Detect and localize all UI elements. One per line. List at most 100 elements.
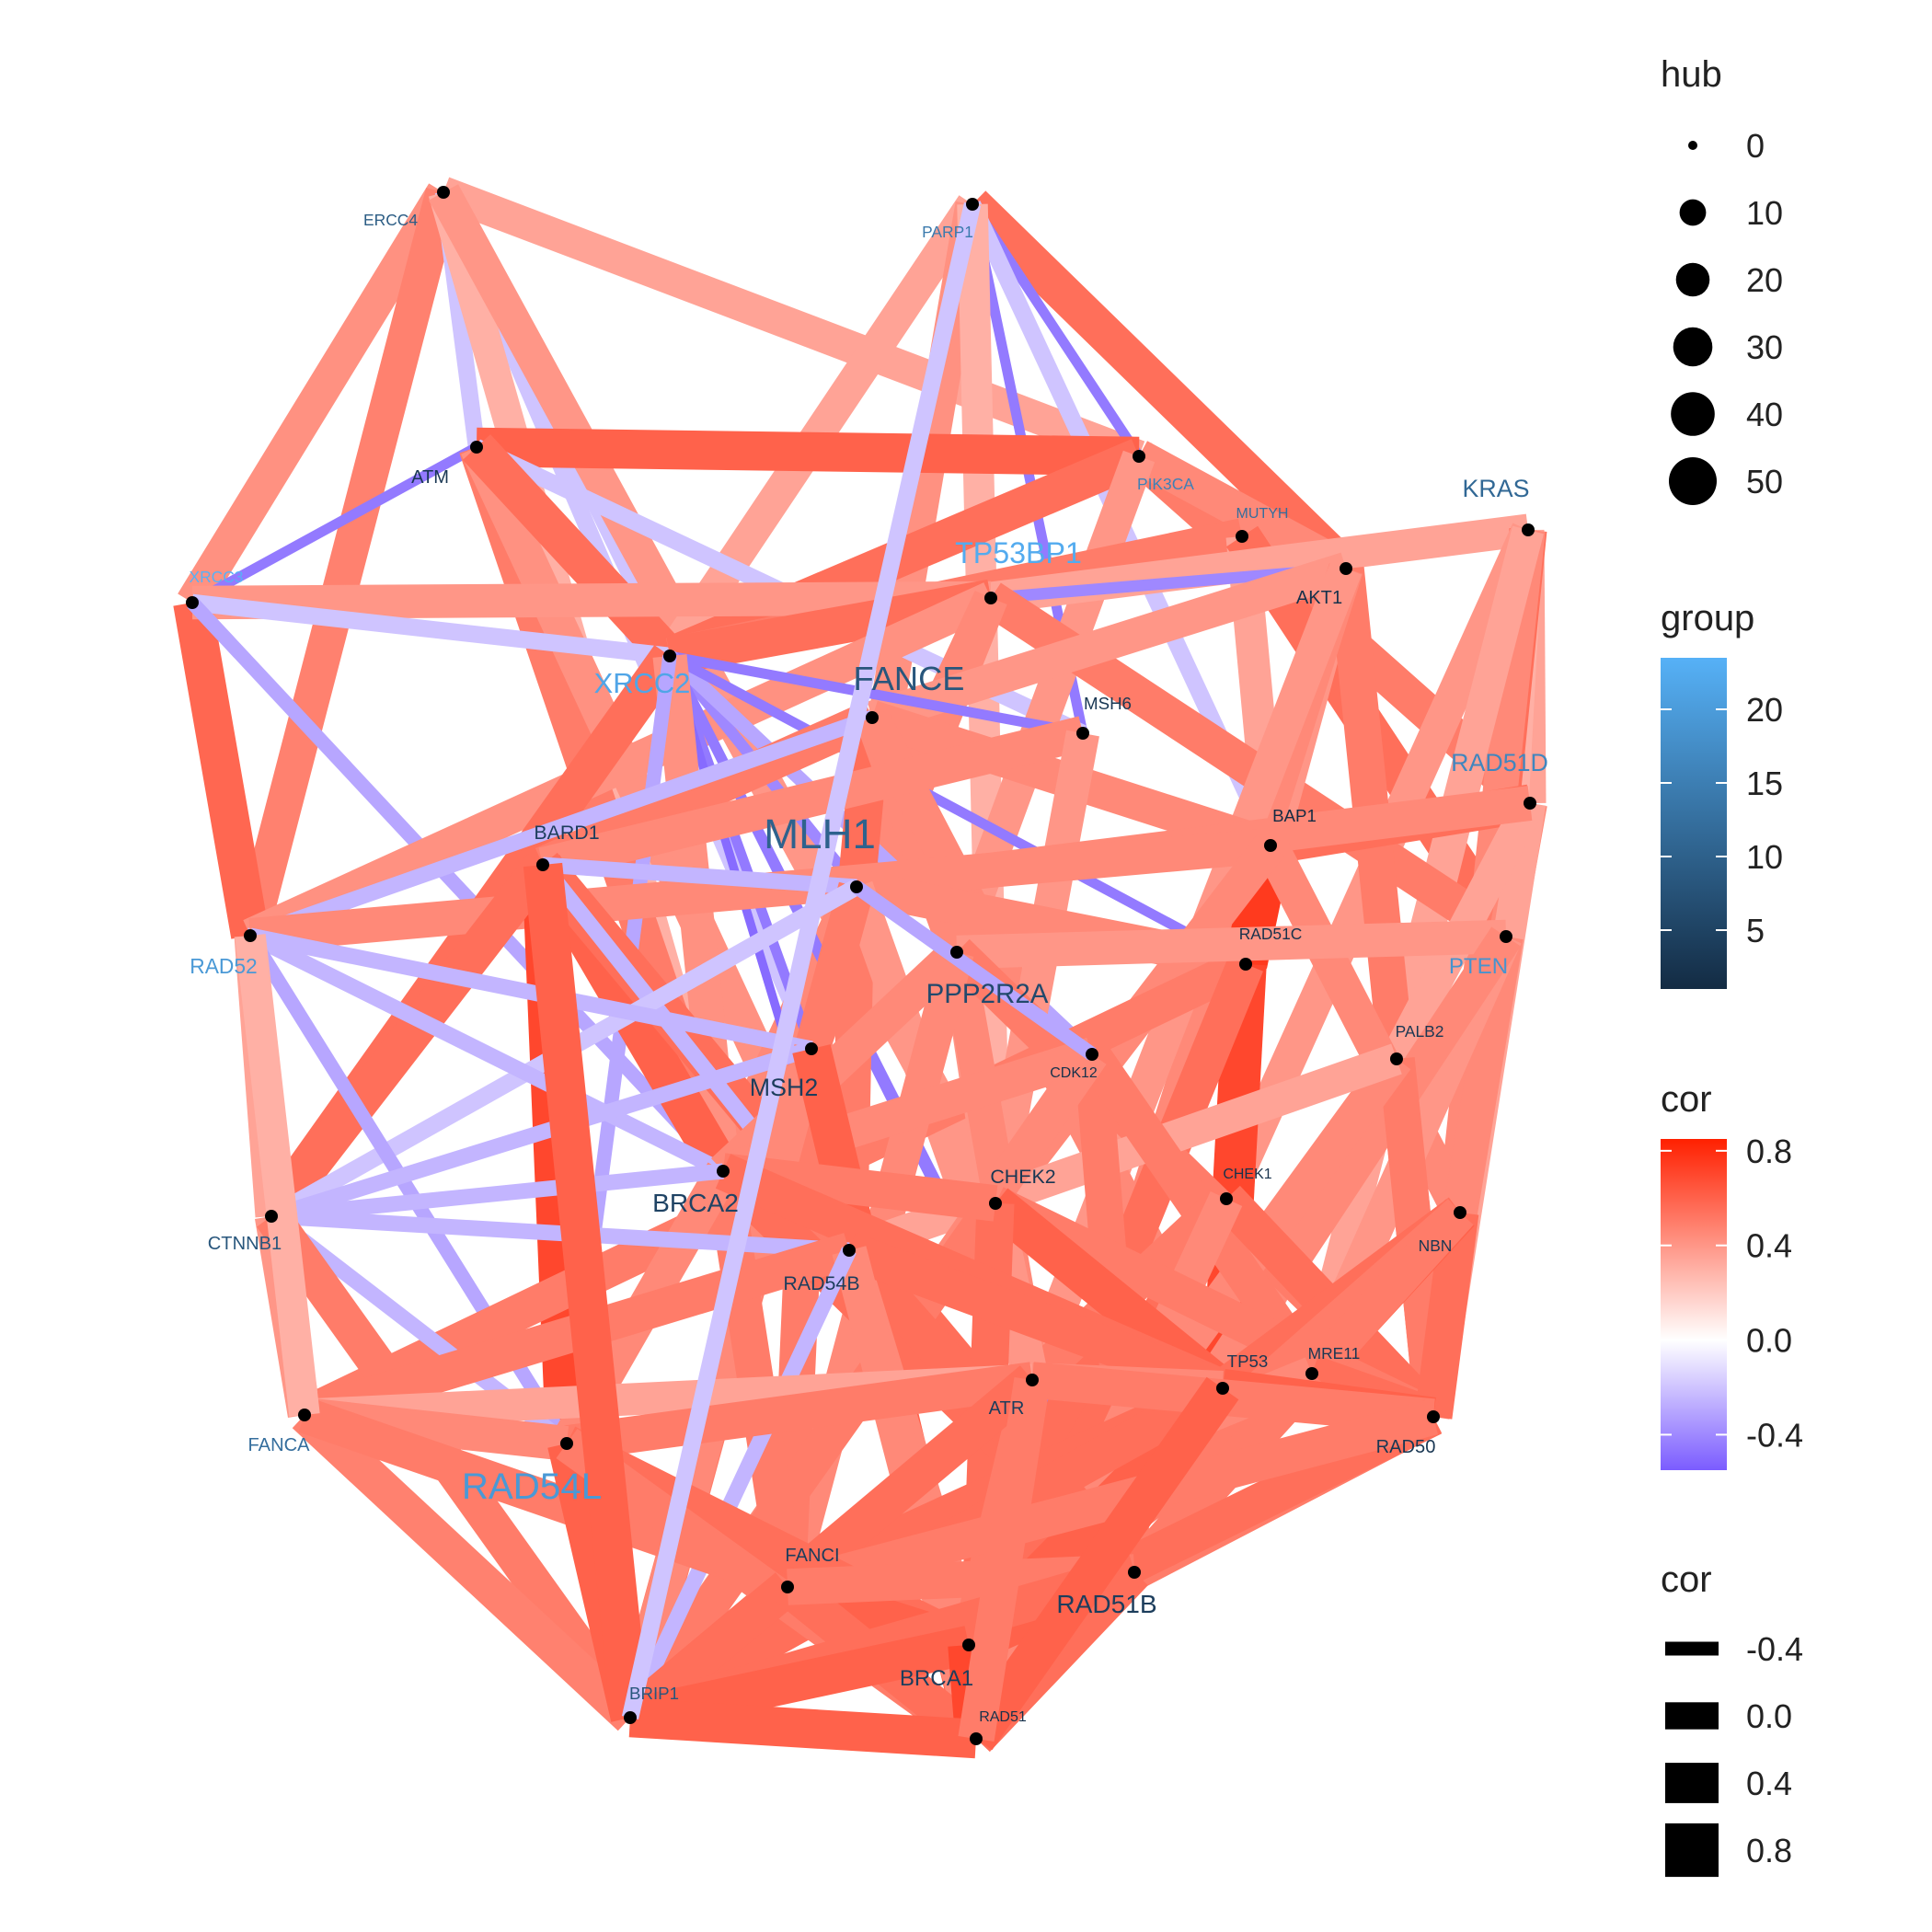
- legend-cor-width-value: 0.4: [1746, 1765, 1792, 1802]
- node-label-ppp2r2a: PPP2R2A: [926, 979, 1049, 1009]
- label-layer: ERCC4 PARP1 ATM PIK3CA MUTYH KRAS XRCC3 TP53BP1…: [190, 211, 1548, 1725]
- node-label-kras: KRAS: [1463, 475, 1530, 502]
- node-rad54l: [560, 1437, 573, 1450]
- legend-cor-width-symbol: [1665, 1763, 1719, 1803]
- node-fanca: [298, 1409, 311, 1421]
- legend-hub-symbol: [1675, 262, 1710, 297]
- edge-parp1-akt1: [959, 190, 1360, 582]
- node-bard1: [536, 858, 549, 871]
- legend-hub-symbol: [1679, 199, 1707, 226]
- node-label-fanci: FANCI: [785, 1546, 839, 1566]
- node-label-parp1: PARP1: [922, 223, 973, 241]
- edge-xrcc2-rad51c: [667, 651, 1248, 969]
- node-cdk12: [1086, 1048, 1098, 1061]
- legend-cor-color-title: cor: [1661, 1079, 1712, 1120]
- legend-group-tick-label: 10: [1746, 838, 1783, 876]
- node-rad50: [1427, 1410, 1440, 1423]
- legend-cor-color-ticks: 0.8 0.4 0.0 -0.4: [1661, 1133, 1803, 1454]
- edge-rad50-fanci: [782, 1398, 1439, 1605]
- node-label-tp53bp1: TP53BP1: [955, 536, 1082, 569]
- legend-group-title: group: [1661, 598, 1754, 638]
- edge-cdk12-mlh1: [852, 880, 1097, 1061]
- node-label-nbn: NBN: [1419, 1236, 1453, 1255]
- legend-cor-tick-label: 0.8: [1746, 1133, 1792, 1170]
- node-akt1: [1340, 562, 1352, 575]
- edge-atm-xrcc3: [190, 443, 479, 607]
- node-label-msh2: MSH2: [750, 1074, 818, 1101]
- edge-rad51-atr: [958, 1376, 1051, 1742]
- edge-ercc4-xrcc3: [178, 183, 458, 612]
- node-fanci: [781, 1581, 794, 1593]
- node-parp1: [966, 198, 979, 211]
- node-rad51d: [1524, 797, 1536, 810]
- legend-hub-symbol: [1671, 392, 1715, 436]
- node-palb2: [1390, 1052, 1403, 1065]
- node-brca1: [962, 1639, 975, 1651]
- node-label-bap1: BAP1: [1272, 806, 1317, 825]
- node-label-rad51b: RAD51B: [1056, 1590, 1156, 1618]
- node-label-cdk12: CDK12: [1050, 1065, 1098, 1081]
- node-label-pten: PTEN: [1449, 954, 1508, 979]
- node-mutyh: [1236, 530, 1248, 543]
- edge-ercc4-rad52: [233, 188, 461, 940]
- legend-cor-tick-label: 0.0: [1746, 1322, 1792, 1360]
- legend-hub-symbol: [1673, 327, 1713, 367]
- legend-hub-title: hub: [1661, 54, 1722, 95]
- node-chek1: [1220, 1192, 1233, 1205]
- legend-group-tick-label: 15: [1746, 765, 1783, 802]
- legend-hub-value: 10: [1746, 194, 1783, 232]
- node-label-rad52: RAD52: [190, 954, 258, 978]
- legend-group: group 20 15 10 5: [1661, 598, 1783, 989]
- legend-cor-tick-label: 0.4: [1746, 1227, 1792, 1265]
- legend-hub-value: 30: [1746, 328, 1783, 366]
- node-bap1: [1264, 839, 1277, 852]
- legend-hub-symbol: [1688, 141, 1697, 150]
- edge-brca2-ctnnb1: [270, 1163, 724, 1225]
- node-label-xrcc3: XRCC3: [190, 568, 244, 586]
- node-ercc4: [437, 186, 450, 199]
- legend-hub-value: 20: [1746, 261, 1783, 299]
- legend-cor-width-symbol: [1665, 1641, 1719, 1656]
- edge-fanca-brip1: [292, 1401, 643, 1731]
- edge-fanca-rad52: [235, 934, 320, 1417]
- node-brca2: [717, 1165, 730, 1178]
- legend-cor-width-value: -0.4: [1746, 1630, 1803, 1668]
- node-mre11: [1305, 1367, 1318, 1380]
- legend-cor-color: cor 0.8 0.4 0.0 -0.4: [1661, 1079, 1803, 1470]
- legend-hub: hub 0 10 20 30 40 50: [1661, 54, 1783, 505]
- legend-cor-width: cor -0.4 0.0 0.4 0.8: [1661, 1559, 1803, 1878]
- legend-group-tick-label: 20: [1746, 691, 1783, 729]
- edge-nbn-rad50: [1414, 1210, 1479, 1420]
- edge-msh6-chek2: [979, 730, 1099, 1207]
- edge-atm-pik3ca: [476, 427, 1140, 477]
- node-rad51: [970, 1732, 983, 1745]
- edge-akt1-fance: [867, 552, 1351, 734]
- node-fance: [866, 711, 879, 724]
- node-label-rad54b: RAD54B: [783, 1272, 859, 1294]
- node-label-chek1: CHEK1: [1223, 1167, 1271, 1182]
- node-label-tp53: TP53: [1227, 1351, 1269, 1371]
- edge-brip1-bard1: [523, 862, 650, 1720]
- legend-group-ticks: 20 15 10 5: [1661, 691, 1783, 949]
- edge-xrcc3-brca2: [187, 597, 729, 1177]
- edge-layer: [173, 177, 1547, 1759]
- edge-brip1-parp1: [621, 201, 982, 1720]
- edge-ercc4-pik3ca: [437, 177, 1145, 472]
- node-label-rad54l: RAD54L: [462, 1466, 602, 1507]
- node-label-rad51c: RAD51C: [1239, 925, 1303, 943]
- node-msh2: [805, 1042, 818, 1055]
- edge-atm-xrcc2: [462, 434, 684, 669]
- node-label-brca2: BRCA2: [652, 1189, 739, 1217]
- node-label-fance: FANCE: [853, 660, 964, 697]
- edge-brip1-rad51: [628, 1697, 978, 1759]
- edge-parp1-chek2: [957, 203, 1011, 1204]
- edge-atr-rad54l: [564, 1362, 1035, 1462]
- legend-cor-tick-label: -0.4: [1746, 1416, 1803, 1454]
- legend-cor-colorbar: [1661, 1139, 1727, 1470]
- edge-rad54b-brip1: [623, 1247, 857, 1721]
- node-label-mre11: MRE11: [1308, 1344, 1361, 1363]
- legend-hub-symbol: [1669, 457, 1717, 505]
- node-label-atr: ATR: [989, 1398, 1025, 1419]
- node-rad52: [244, 929, 257, 942]
